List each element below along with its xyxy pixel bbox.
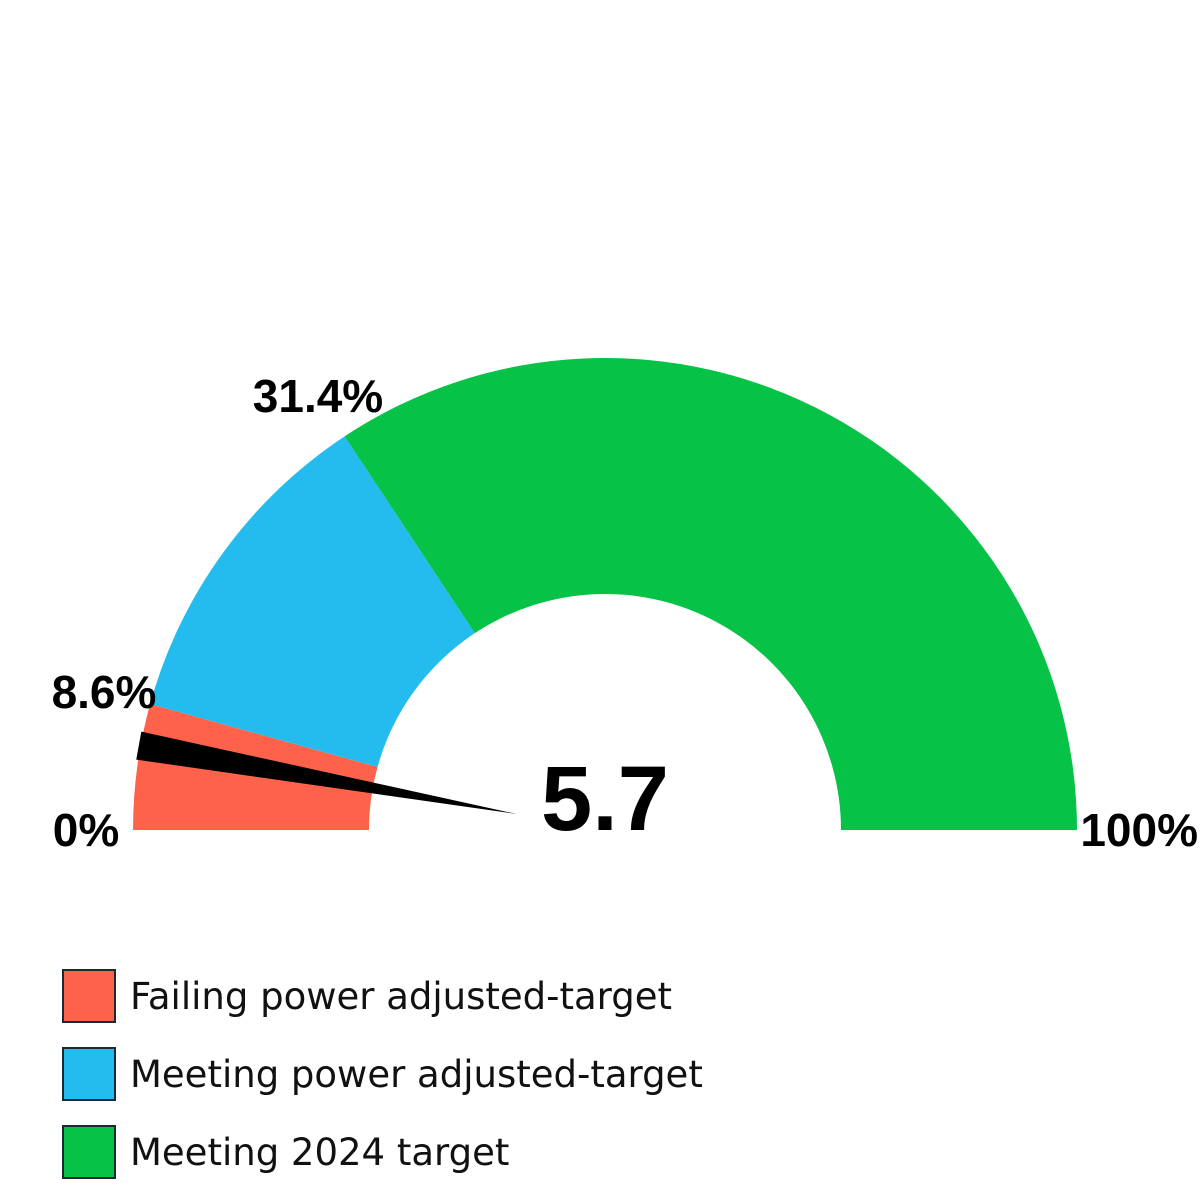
- gauge-band-2: [344, 358, 1077, 830]
- legend-item-meeting-adjusted: Meeting power adjusted-target: [62, 1046, 703, 1102]
- legend-label-failing: Failing power adjusted-target: [130, 974, 672, 1018]
- legend-swatch-failing: [62, 969, 116, 1023]
- legend-item-meeting-2024: Meeting 2024 target: [62, 1124, 703, 1180]
- legend-label-meeting-adjusted: Meeting power adjusted-target: [130, 1052, 703, 1096]
- boundary-label-8-6: 8.6%: [52, 666, 157, 718]
- legend-swatch-meeting-2024: [62, 1125, 116, 1179]
- gauge-value-label: 5.7: [541, 748, 669, 850]
- gauge-band-1: [150, 436, 475, 768]
- legend-label-meeting-2024: Meeting 2024 target: [130, 1130, 510, 1174]
- boundary-label-0: 0%: [53, 804, 119, 856]
- legend-swatch-meeting-adjusted: [62, 1047, 116, 1101]
- gauge-chart: 5.7 0% 8.6% 31.4% 100%: [52, 358, 1198, 856]
- legend: Failing power adjusted-target Meeting po…: [62, 968, 703, 1202]
- boundary-label-31-4: 31.4%: [253, 370, 383, 422]
- gauge-needle: [136, 731, 517, 815]
- gauge-bands: [133, 358, 1077, 830]
- legend-item-failing: Failing power adjusted-target: [62, 968, 703, 1024]
- boundary-label-100: 100%: [1080, 804, 1198, 856]
